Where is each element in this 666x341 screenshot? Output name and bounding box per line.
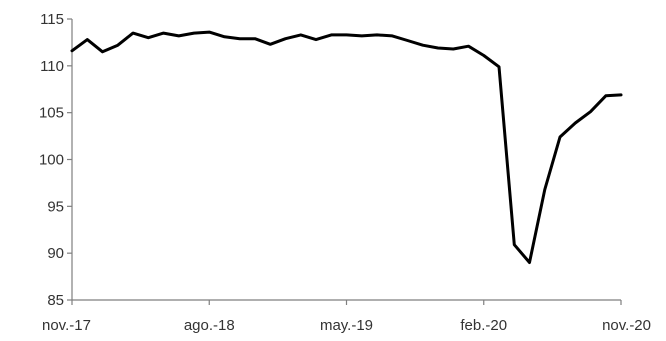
x-tick-label: ago.-18: [184, 317, 235, 334]
y-tick-label: 90: [47, 245, 64, 262]
y-axis-ticks: [67, 18, 72, 301]
y-axis-tick-labels: 85 90 95 100 105 110 115: [39, 11, 64, 309]
x-tick-label: may.-19: [320, 317, 373, 334]
y-tick-label: 115: [40, 11, 64, 28]
x-axis-ticks: [71, 300, 622, 305]
x-axis-tick-labels: nov.-17 ago.-18 may.-19 feb.-20 nov.-20: [42, 317, 651, 334]
y-tick-label: 100: [39, 152, 64, 169]
y-tick-label: 110: [40, 58, 64, 75]
y-tick-label: 105: [39, 105, 64, 122]
y-tick-label: 85: [47, 292, 64, 309]
x-tick-label: feb.-20: [460, 317, 507, 334]
series-line: [70, 30, 623, 264]
x-tick-label: nov.-20: [602, 317, 651, 334]
y-tick-label: 95: [47, 198, 64, 215]
x-tick-label: nov.-17: [42, 317, 91, 334]
